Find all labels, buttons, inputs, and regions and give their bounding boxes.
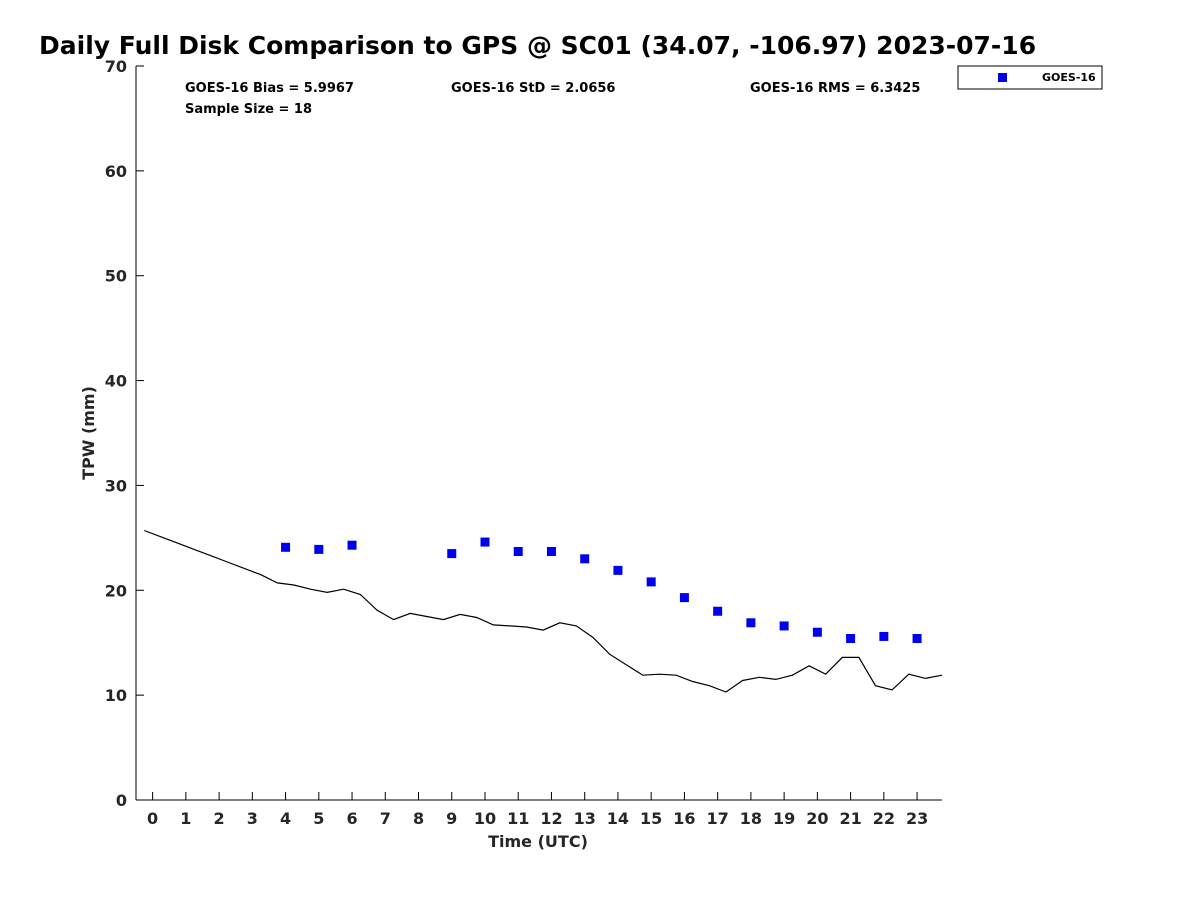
x-tick-label: 5 xyxy=(313,809,324,828)
x-tick-label: 20 xyxy=(806,809,828,828)
x-tick-label: 10 xyxy=(474,809,496,828)
goes-16-point xyxy=(314,544,324,554)
gps-line xyxy=(144,529,943,693)
x-tick-label: 2 xyxy=(214,809,225,828)
x-ticks: 0 1 2 3 4 5 6 7 8 9 10 11 12 13 14 15 16 17 18 19 20 21 22 23 xyxy=(147,792,928,828)
rms-text: GOES-16 RMS = 6.3425 xyxy=(750,81,920,96)
sample-size-text: Sample Size = 18 xyxy=(185,102,312,117)
y-tick-label: 50 xyxy=(105,267,127,286)
goes-16-point xyxy=(746,618,756,628)
goes-16-point xyxy=(713,606,723,616)
x-tick-label: 11 xyxy=(507,809,529,828)
y-tick-label: 60 xyxy=(105,162,127,181)
x-tick-label: 4 xyxy=(280,809,291,828)
x-tick-label: 15 xyxy=(640,809,662,828)
legend-label-goes-16: GOES-16 xyxy=(1042,71,1096,84)
goes-16-point xyxy=(480,537,490,547)
x-tick-label: 6 xyxy=(346,809,357,828)
x-tick-label: 18 xyxy=(740,809,762,828)
y-axis-label: TPW (mm) xyxy=(79,386,98,480)
goes-16-point xyxy=(846,634,856,644)
x-tick-label: 3 xyxy=(247,809,258,828)
x-tick-label: 16 xyxy=(673,809,695,828)
x-tick-label: 21 xyxy=(839,809,861,828)
y-tick-label: 30 xyxy=(105,476,127,495)
y-tick-label: 0 xyxy=(116,791,127,810)
gps-line-series xyxy=(144,529,943,693)
x-tick-label: 17 xyxy=(707,809,729,828)
goes-16-point xyxy=(912,634,922,644)
x-axis-label: Time (UTC) xyxy=(488,832,588,851)
y-tick-label: 20 xyxy=(105,581,127,600)
bias-text: GOES-16 Bias = 5.9967 xyxy=(185,81,354,96)
goes-16-point xyxy=(546,546,556,556)
goes-16-point xyxy=(613,565,623,575)
x-tick-label: 13 xyxy=(574,809,596,828)
goes-16-point xyxy=(879,631,889,641)
legend-marker-goes-16 xyxy=(998,73,1007,82)
stats-annotations: GOES-16 Bias = 5.9967 GOES-16 StD = 2.06… xyxy=(185,81,920,117)
goes-16-point xyxy=(447,549,457,559)
goes-16-point xyxy=(513,546,523,556)
x-tick-label: 8 xyxy=(413,809,424,828)
x-tick-label: 22 xyxy=(873,809,895,828)
x-tick-label: 19 xyxy=(773,809,795,828)
std-text: GOES-16 StD = 2.0656 xyxy=(451,81,615,96)
y-tick-label: 40 xyxy=(105,372,127,391)
x-tick-label: 0 xyxy=(147,809,158,828)
x-tick-label: 14 xyxy=(607,809,629,828)
goes-16-point xyxy=(580,554,590,564)
y-tick-label: 10 xyxy=(105,686,127,705)
legend-box xyxy=(957,65,1103,90)
y-ticks: 0 10 20 30 40 50 60 70 xyxy=(105,57,144,810)
x-tick-label: 12 xyxy=(540,809,562,828)
goes-16-point xyxy=(281,542,291,552)
x-tick-label: 7 xyxy=(380,809,391,828)
legend: GOES-16 xyxy=(957,65,1103,90)
goes-16-series xyxy=(281,537,922,644)
goes-16-point xyxy=(646,577,656,587)
goes-16-point xyxy=(347,540,357,550)
x-tick-label: 23 xyxy=(906,809,928,828)
axes xyxy=(135,66,942,801)
x-tick-label: 1 xyxy=(180,809,191,828)
goes-16-point xyxy=(812,627,822,637)
y-tick-label: 70 xyxy=(105,57,127,76)
x-tick-label: 9 xyxy=(446,809,457,828)
goes-16-point xyxy=(679,593,689,603)
goes-16-point xyxy=(779,621,789,631)
chart-title: Daily Full Disk Comparison to GPS @ SC01… xyxy=(39,31,1036,60)
